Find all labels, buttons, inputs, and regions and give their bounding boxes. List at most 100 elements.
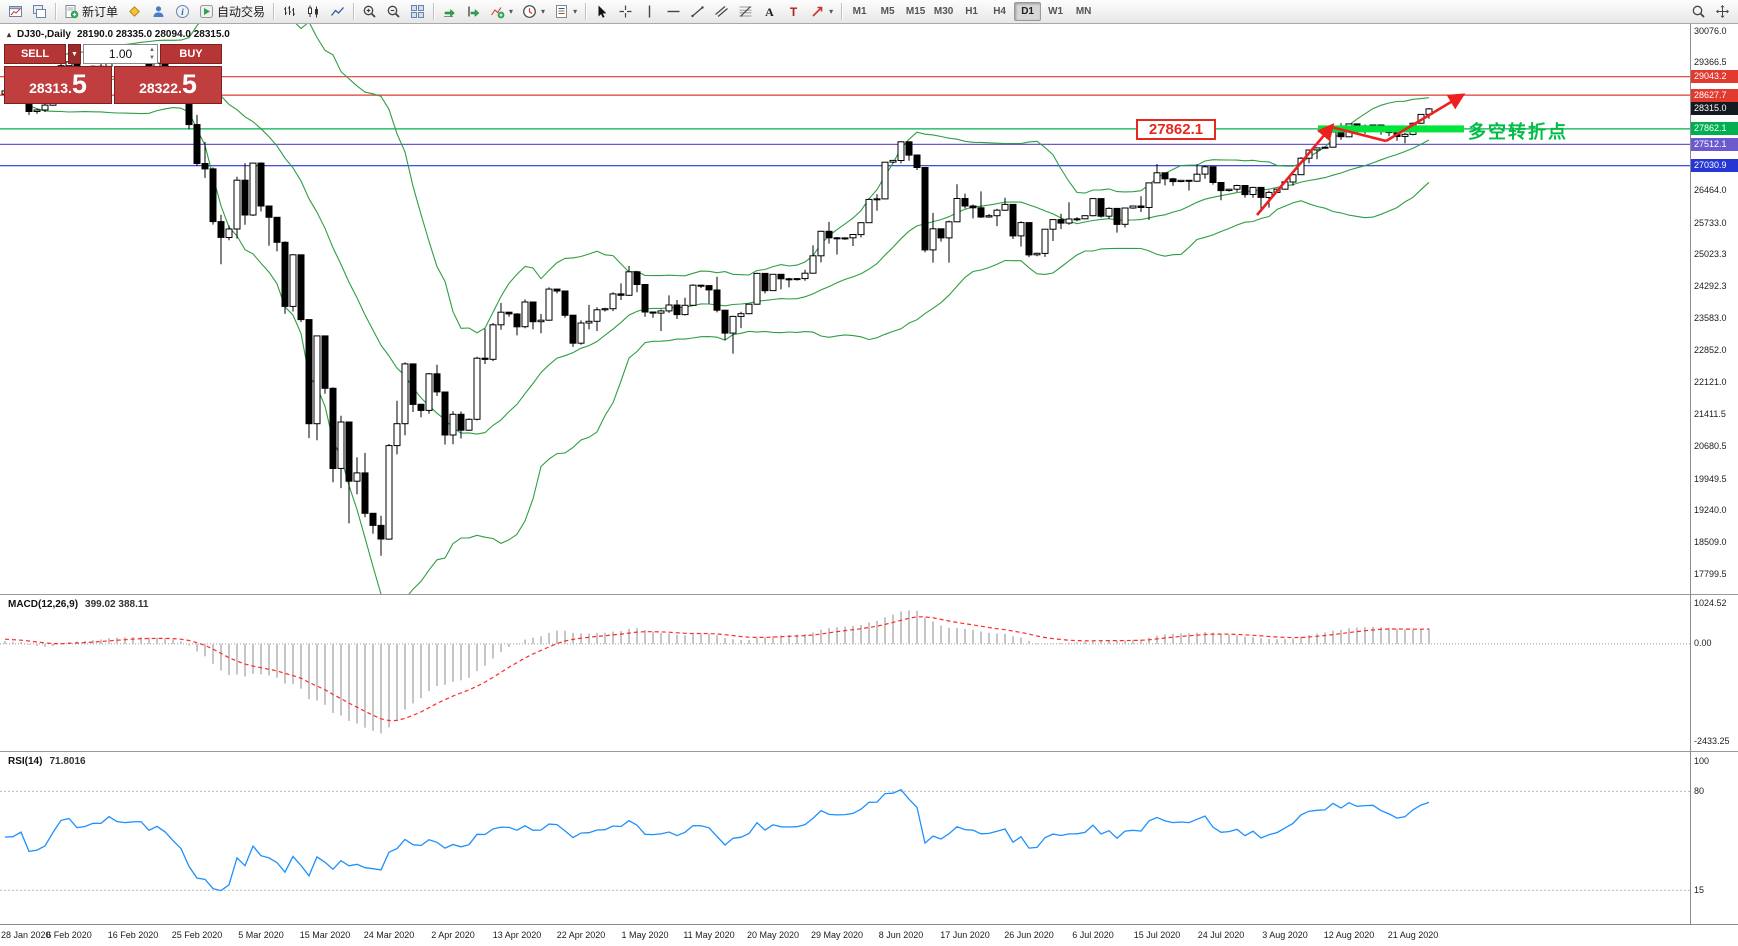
new-order-button[interactable]: 新订单 [60, 2, 122, 22]
macd-values: 399.02 388.11 [85, 599, 149, 610]
volume-input[interactable]: 1.00 ▲ ▼ [83, 44, 158, 64]
buy-button[interactable]: BUY [160, 44, 222, 64]
price-chart-svg[interactable] [0, 0, 1690, 604]
tile-windows-button[interactable] [406, 2, 429, 22]
date-label: 25 Feb 2020 [171, 930, 223, 940]
timeframe-m15-button[interactable]: M15 [905, 6, 926, 17]
price-axis-label: 26464.0 [1694, 185, 1727, 196]
horizontal-line-button[interactable] [662, 2, 685, 22]
zoom-out-button[interactable] [382, 2, 405, 22]
templates-button[interactable]: ▾ [550, 2, 581, 22]
crosshair-button[interactable] [614, 2, 637, 22]
date-label: 3 Aug 2020 [1262, 930, 1308, 940]
date-label: 6 Jul 2020 [1072, 930, 1114, 940]
chart-symbol-period: DJ30-,Daily [17, 29, 71, 40]
date-label: 11 May 2020 [683, 930, 735, 940]
toolbar-separator [273, 3, 275, 20]
volume-stepper[interactable]: ▲ ▼ [149, 47, 155, 61]
trade-panel-dropdown[interactable]: ▼ [68, 44, 81, 64]
profiles-button[interactable] [28, 2, 51, 22]
date-label: 24 Jul 2020 [1197, 930, 1245, 940]
hline-price-label: 27512.1 [1691, 137, 1738, 151]
support-highlight-bar [1318, 125, 1464, 133]
search-button[interactable] [1687, 2, 1710, 22]
volume-value: 1.00 [108, 47, 133, 61]
turning-point-label[interactable]: 多空转折点 [1468, 122, 1568, 142]
rsi-axis-label: 100 [1694, 755, 1710, 766]
periods-button[interactable]: ▾ [518, 2, 549, 22]
trade-panel-collapse-icon[interactable]: ▴ [7, 30, 12, 39]
toolbar-separator [353, 3, 355, 20]
new-chart-button[interactable] [4, 2, 27, 22]
text-label-button[interactable]: T [782, 2, 805, 22]
toolbar-separator [55, 3, 56, 20]
bar-chart-button[interactable] [278, 2, 301, 22]
sell-price[interactable]: 28313. 5 [4, 66, 112, 104]
macd-svg [0, 610, 1690, 734]
metaeditor-button[interactable] [123, 2, 146, 22]
date-label: 15 Mar 2020 [299, 930, 351, 940]
pane-separator-rsi[interactable] [0, 751, 1738, 752]
date-label: 24 Mar 2020 [363, 930, 415, 940]
chart-shift-button[interactable] [462, 2, 485, 22]
timeframe-m1-button[interactable]: M1 [852, 6, 867, 17]
channel-button[interactable] [710, 2, 733, 22]
time-scale[interactable]: 28 Jan 2020 6 Feb 2020 16 Feb 2020 25 Feb 2… [0, 924, 1738, 946]
timeframe-w1-button[interactable]: W1 [1048, 6, 1064, 17]
info-button[interactable]: i [171, 2, 194, 22]
trendline-button[interactable] [686, 2, 709, 22]
macd-pane[interactable] [0, 595, 1690, 751]
date-label: 2 Apr 2020 [431, 930, 475, 940]
price-axis-label: 24292.3 [1694, 281, 1727, 292]
buy-price[interactable]: 28322. 5 [114, 66, 222, 104]
pane-separator-macd[interactable] [0, 594, 1738, 595]
accounts-button[interactable] [147, 2, 170, 22]
hline-price-label: 27862.1 [1691, 122, 1738, 136]
date-label: 16 Feb 2020 [107, 930, 159, 940]
timeframe-d1-button[interactable]: D1 [1014, 2, 1042, 21]
line-chart-button[interactable] [326, 2, 349, 22]
date-label: 12 Aug 2020 [1323, 930, 1375, 940]
auto-scroll-button[interactable] [438, 2, 461, 22]
price-chart-pane[interactable] [0, 0, 1690, 604]
timeframe-m5-button[interactable]: M5 [880, 6, 895, 17]
chevron-down-icon[interactable]: ▾ [573, 7, 578, 16]
svg-text:A: A [765, 5, 774, 19]
toolbar-separator [433, 3, 435, 20]
price-scale-border [1690, 24, 1691, 924]
vertical-line-button[interactable] [638, 2, 661, 22]
timeframe-h4-button[interactable]: H4 [993, 6, 1006, 17]
candlestick-chart-button[interactable] [302, 2, 325, 22]
chevron-down-icon[interactable]: ▾ [509, 7, 514, 16]
timeframe-h1-button[interactable]: H1 [965, 6, 978, 17]
chevron-down-icon[interactable]: ▾ [541, 7, 546, 16]
rsi-name: RSI(14) [8, 756, 43, 767]
price-axis-label: 20680.5 [1694, 441, 1727, 452]
rsi-value: 71.8016 [49, 756, 86, 767]
chevron-down-icon[interactable]: ▾ [829, 7, 834, 16]
chart-ohlc: 28190.0 28335.0 28094.0 28315.0 [76, 29, 230, 40]
drag-chart-button[interactable] [1711, 2, 1734, 22]
macd-label: MACD(12,26,9) 399.02 388.11 [8, 599, 148, 610]
date-label: 21 Aug 2020 [1387, 930, 1439, 940]
indicators-button[interactable]: ▾ [486, 2, 517, 22]
rsi-label: RSI(14) 71.8016 [8, 756, 86, 767]
candles-layer [1, 53, 1433, 556]
price-axis-label: 21411.5 [1694, 408, 1726, 419]
price-axis-label: 29366.5 [1694, 56, 1727, 67]
timeframe-m30-button[interactable]: M30 [933, 6, 954, 17]
date-label: 13 Apr 2020 [492, 930, 542, 940]
zoom-in-button[interactable] [358, 2, 381, 22]
price-axis-label: 19240.0 [1694, 504, 1727, 515]
price-axis-label: 22121.0 [1694, 377, 1727, 388]
arrows-button[interactable]: ▾ [806, 2, 837, 22]
fibonacci-button[interactable] [734, 2, 757, 22]
timeframe-mn-button[interactable]: MN [1075, 6, 1092, 17]
cursor-button[interactable] [590, 2, 613, 22]
hline-price-label: 27030.9 [1691, 159, 1738, 173]
text-button[interactable]: A [758, 2, 781, 22]
autotrading-button[interactable]: 自动交易 [195, 2, 269, 22]
price-annotation-box[interactable]: 27862.1 [1136, 119, 1216, 140]
sell-button[interactable]: SELL [4, 44, 66, 64]
rsi-pane[interactable] [0, 752, 1690, 924]
